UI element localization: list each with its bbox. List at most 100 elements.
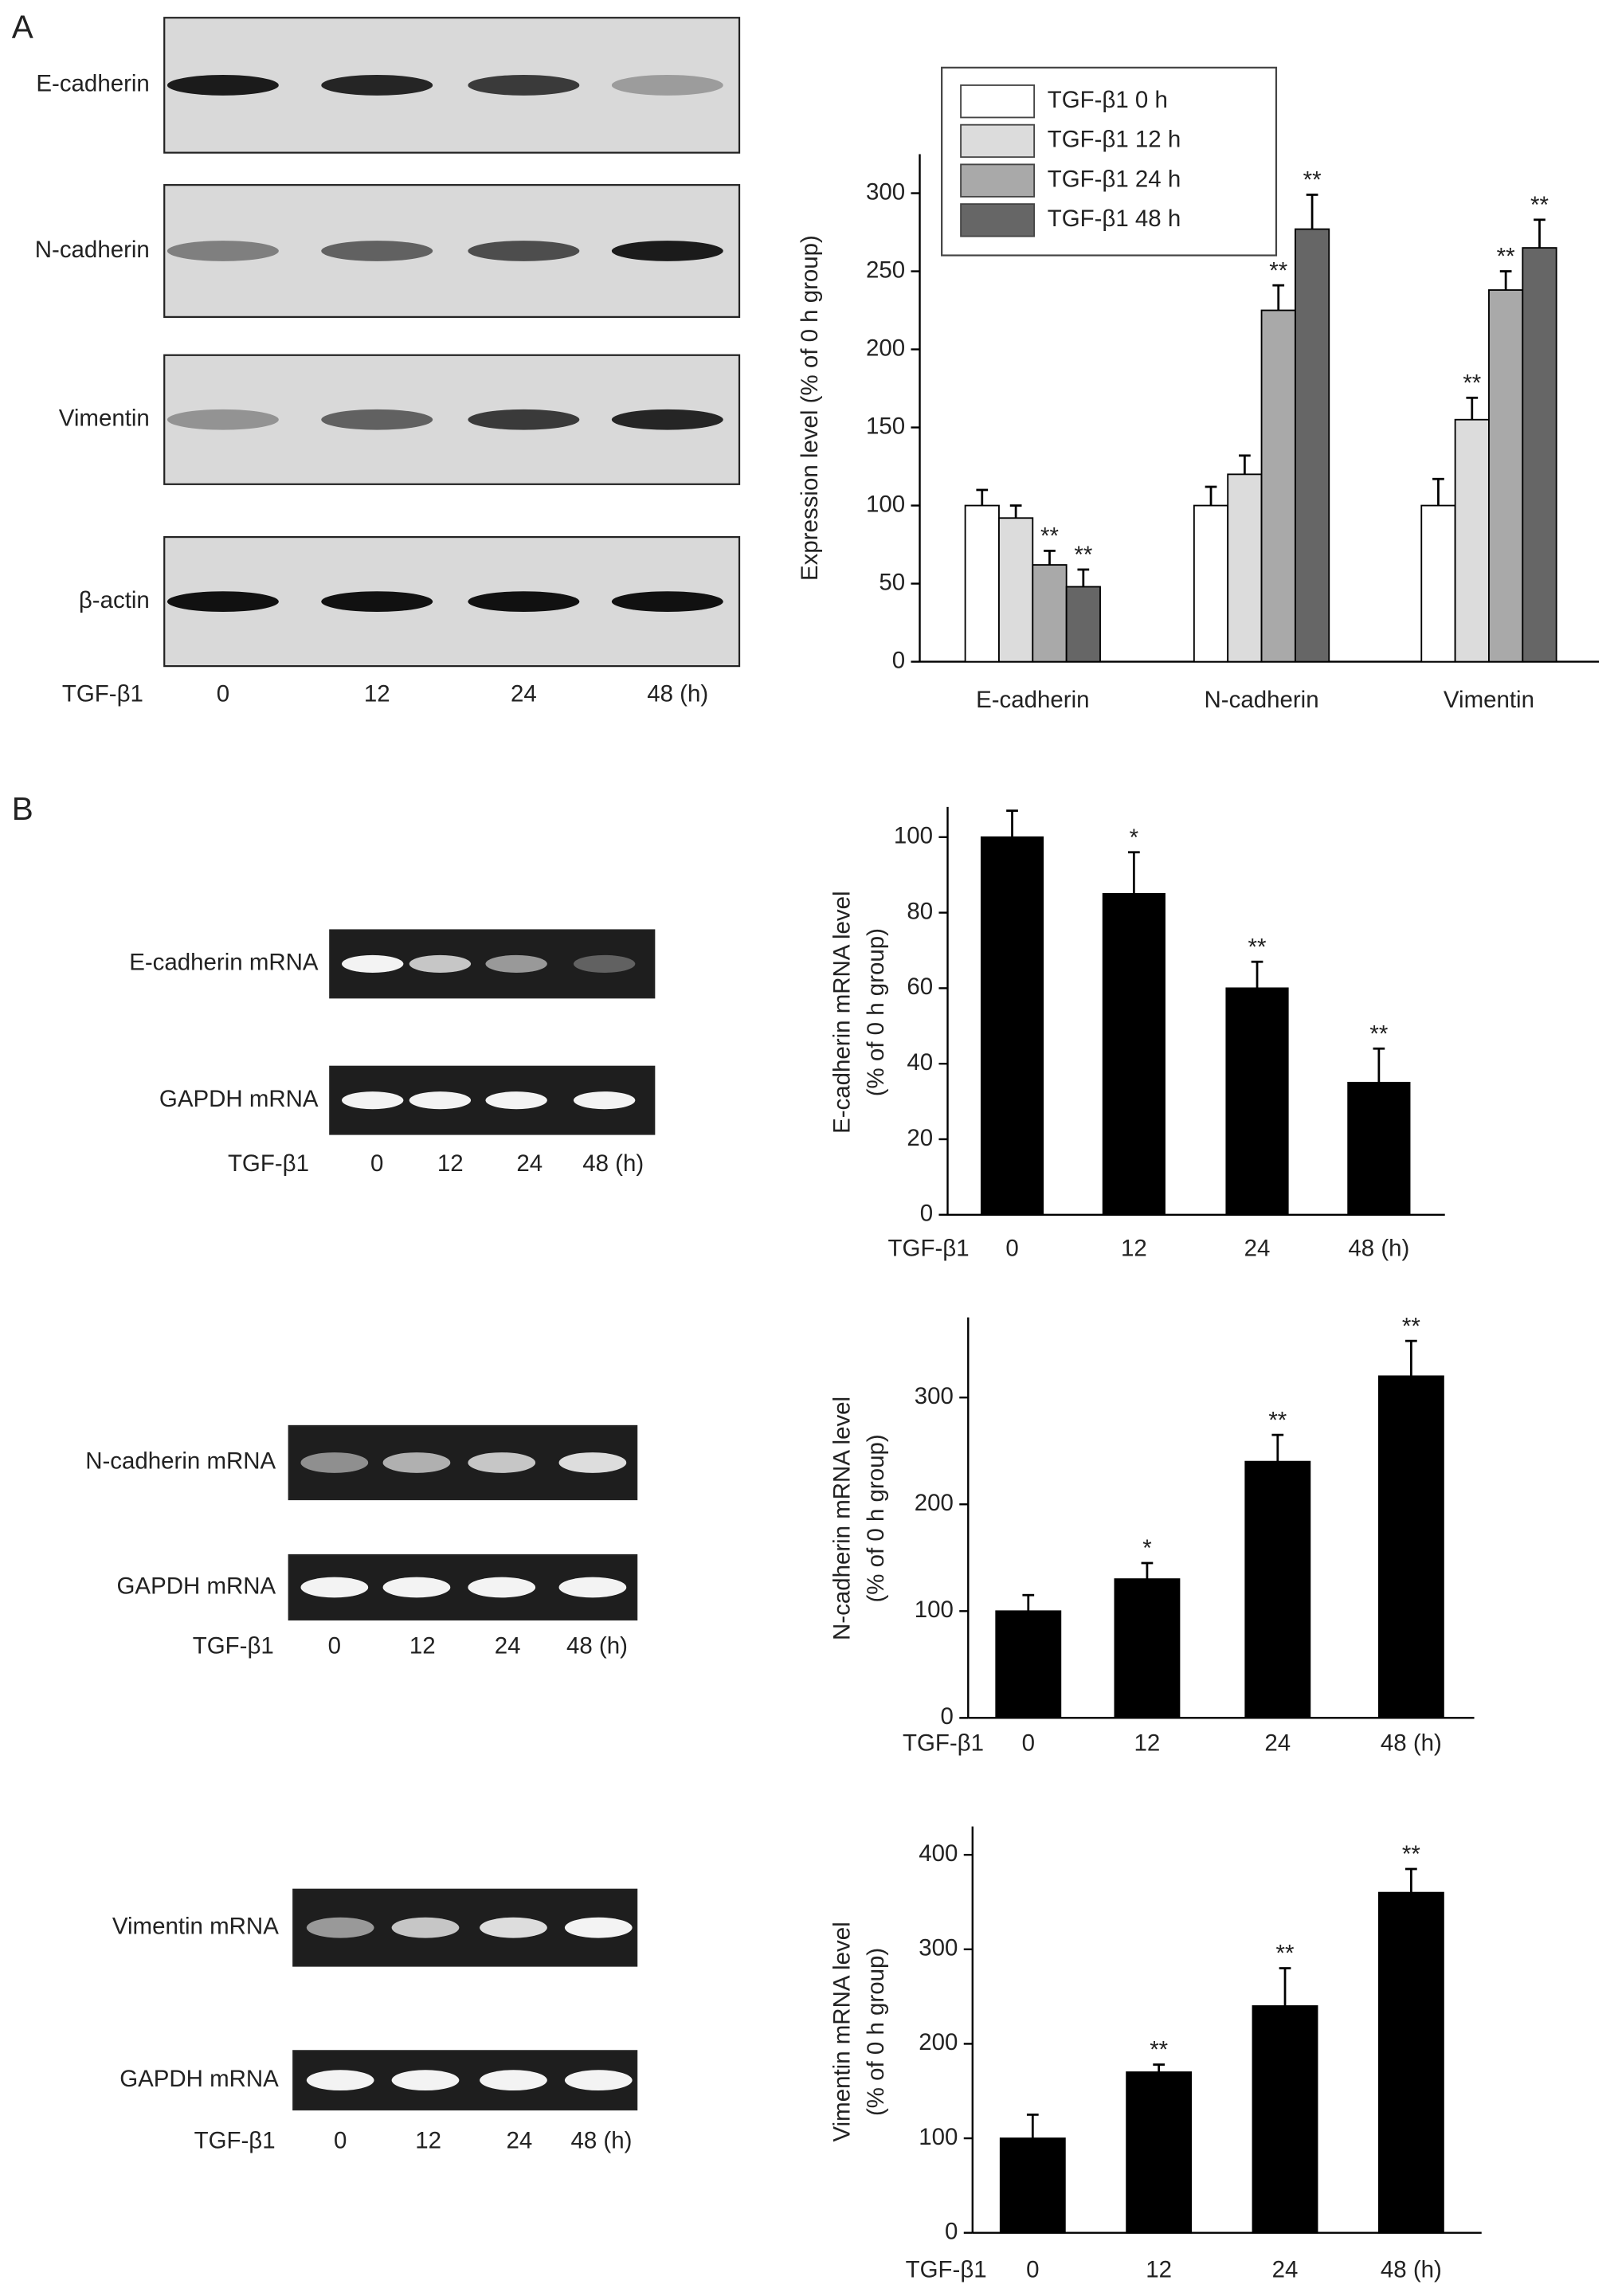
y-tick-label: 250 — [866, 257, 905, 283]
blot-band — [485, 954, 547, 973]
blot-lane-label: 0 — [334, 2127, 347, 2153]
bar — [1488, 289, 1524, 663]
blot-row-label: N-cadherin — [35, 237, 150, 263]
blot-row-label: GAPDH mRNA — [117, 1573, 276, 1599]
legend-label: TGF-β1 48 h — [1048, 206, 1181, 232]
blot-band — [321, 241, 433, 261]
bar — [1347, 1081, 1411, 1216]
blot-row-label: GAPDH mRNA — [159, 1086, 319, 1112]
legend-label: TGF-β1 0 h — [1048, 87, 1168, 113]
blot-lane-label: 24 — [516, 1150, 543, 1177]
bar — [1522, 247, 1557, 663]
significance-label: ** — [1463, 370, 1481, 397]
panel-label: B — [12, 790, 33, 827]
bar — [1252, 2005, 1318, 2234]
legend-swatch — [960, 84, 1036, 119]
x-tick-label: 12 — [1134, 1730, 1161, 1756]
bar — [1454, 418, 1490, 663]
bar — [1032, 564, 1068, 663]
legend-label: TGF-β1 12 h — [1048, 127, 1181, 153]
y-axis-label: (% of 0 h group) — [863, 928, 889, 1096]
y-tick-label: 300 — [866, 178, 905, 205]
blot-lane-label: 12 — [415, 2127, 441, 2153]
significance-label: * — [1130, 825, 1138, 851]
blot-lane-label: 24 — [506, 2127, 532, 2153]
blot-lane-label: 0 — [328, 1633, 341, 1659]
significance-label: ** — [1497, 244, 1515, 270]
significance-label: ** — [1268, 1407, 1287, 1433]
y-axis-label: (% of 0 h group) — [863, 1948, 889, 2116]
blot-band — [167, 591, 279, 612]
blot-lane-title: TGF-β1 — [62, 681, 143, 707]
y-tick-label: 0 — [940, 1703, 953, 1730]
blot-band — [321, 75, 433, 96]
blot-band — [391, 2070, 460, 2091]
x-tick-label: 48 (h) — [1348, 1236, 1409, 1262]
y-axis-label: Expression level (% of 0 h group) — [797, 235, 823, 581]
bar — [1377, 1891, 1444, 2234]
blot-band — [611, 409, 723, 430]
blot-lane-label: 24 — [511, 681, 537, 707]
blot-band — [468, 1452, 536, 1473]
y-tick-label: 100 — [915, 1597, 954, 1623]
blot-row-label: β-actin — [79, 587, 150, 613]
significance-label: ** — [1040, 523, 1059, 550]
blot-lane-label: 12 — [409, 1633, 436, 1659]
bar — [980, 836, 1044, 1216]
y-axis-label: E-cadherin mRNA level — [829, 891, 856, 1133]
x-tick-label: 24 — [1272, 2256, 1299, 2282]
blot-band — [167, 75, 279, 96]
x-tick-label: 48 (h) — [1381, 1730, 1442, 1756]
significance-label: ** — [1530, 192, 1549, 218]
blot-band — [480, 1917, 547, 1938]
y-tick-label: 100 — [866, 491, 905, 517]
blot-band — [573, 1091, 636, 1110]
bar — [995, 1610, 1062, 1719]
significance-label: ** — [1276, 1941, 1295, 1967]
blot-lane-title: TGF-β1 — [228, 1150, 309, 1177]
blot-band — [573, 954, 636, 973]
significance-label: * — [1142, 1535, 1151, 1561]
blot-band — [300, 1452, 369, 1473]
blot-band — [468, 1577, 536, 1598]
blot-band — [558, 1577, 627, 1598]
y-tick-label: 150 — [866, 413, 905, 439]
bar — [1420, 504, 1456, 663]
x-tick-label: 12 — [1121, 1236, 1147, 1262]
blot-band — [409, 954, 472, 973]
blot-band — [468, 409, 580, 430]
blot-band — [611, 241, 723, 261]
x-tick-label: 24 — [1244, 1236, 1271, 1262]
blot-lane-title: TGF-β1 — [194, 2127, 276, 2153]
y-tick-label: 100 — [894, 823, 933, 849]
legend-label: TGF-β1 24 h — [1048, 166, 1181, 192]
x-tick-label: N-cadherin — [1205, 687, 1319, 713]
bar — [1260, 309, 1296, 663]
x-tick-label: 0 — [1026, 2256, 1039, 2282]
y-tick-label: 50 — [879, 569, 905, 595]
blot-band — [167, 409, 279, 430]
bar — [1294, 228, 1330, 663]
y-tick-label: 200 — [919, 2029, 958, 2055]
blot-lane-label: 48 (h) — [647, 681, 708, 707]
bar — [1126, 2071, 1193, 2234]
y-tick-label: 0 — [920, 1201, 933, 1227]
blot-row-label: Vimentin mRNA — [112, 1913, 279, 1939]
blot-lane-title: TGF-β1 — [193, 1633, 274, 1659]
blot-band — [564, 2070, 633, 2091]
significance-label: ** — [1402, 1313, 1420, 1339]
blot-row-label: N-cadherin mRNA — [85, 1448, 276, 1475]
blot-band — [558, 1452, 627, 1473]
significance-label: ** — [1402, 1841, 1420, 1867]
blot-band — [391, 1917, 460, 1938]
blot-lane-label: 0 — [370, 1150, 383, 1177]
significance-label: ** — [1248, 934, 1267, 960]
y-tick-label: 200 — [915, 1490, 954, 1516]
bar — [1377, 1375, 1444, 1719]
y-axis-label: (% of 0 h group) — [863, 1434, 889, 1602]
blot-row-label: GAPDH mRNA — [119, 2066, 279, 2092]
blot-band — [485, 1091, 547, 1110]
x-tick-label: 24 — [1264, 1730, 1291, 1756]
bar — [1114, 1578, 1181, 1719]
blot-band — [382, 1452, 451, 1473]
